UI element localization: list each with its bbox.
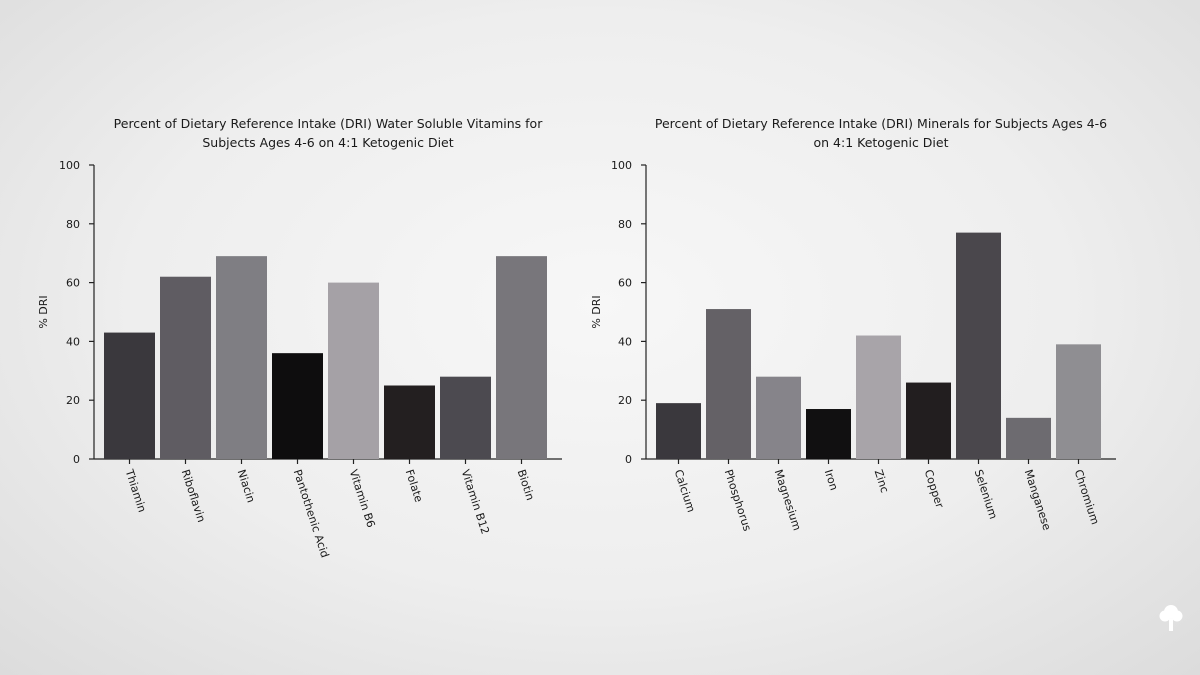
category-label: Magnesium	[772, 468, 804, 532]
bar-manganese	[1006, 417, 1051, 459]
bar-copper	[906, 382, 951, 459]
tree-logo-icon	[1159, 605, 1183, 631]
category-label: Vitamin B12	[459, 468, 492, 536]
category-label: Pantothenic Acid	[291, 468, 332, 559]
y-tick-label: 20	[66, 394, 80, 407]
chart-title-line: on 4:1 Ketogenic Diet	[813, 135, 948, 150]
bar-folate	[384, 385, 435, 459]
chart-title-line: Percent of Dietary Reference Intake (DRI…	[114, 116, 544, 131]
y-tick-label: 0	[625, 453, 632, 466]
bar-chromium	[1056, 344, 1101, 459]
category-label: Selenium	[972, 468, 1000, 521]
category-label: Riboflavin	[179, 468, 208, 524]
category-label: Zinc	[872, 468, 892, 494]
vitamins-chart: Percent of Dietary Reference Intake (DRI…	[37, 116, 562, 559]
chart-title-line: Subjects Ages 4-6 on 4:1 Ketogenic Diet	[202, 135, 453, 150]
category-label: Phosphorus	[722, 468, 754, 533]
bar-thiamin	[104, 332, 155, 459]
category-label: Thiamin	[122, 467, 148, 514]
category-label: Manganese	[1022, 468, 1054, 532]
y-tick-label: 20	[618, 394, 632, 407]
y-tick-label: 40	[618, 335, 632, 348]
bar-iron	[806, 409, 851, 459]
y-tick-label: 80	[618, 218, 632, 231]
y-tick-label: 40	[66, 335, 80, 348]
y-tick-label: 60	[618, 277, 632, 290]
bar-selenium	[956, 232, 1001, 459]
bar-vitamin-b12	[440, 376, 491, 459]
category-label: Biotin	[515, 468, 537, 502]
category-label: Folate	[403, 468, 426, 504]
bar-magnesium	[756, 376, 801, 459]
bar-riboflavin	[160, 276, 211, 459]
y-axis-label: % DRI	[590, 295, 603, 328]
category-label: Vitamin B6	[347, 468, 378, 529]
y-tick-label: 100	[59, 159, 80, 172]
bar-vitamin-b6	[328, 282, 379, 459]
y-tick-label: 60	[66, 277, 80, 290]
bar-pantothenic-acid	[272, 353, 323, 459]
bar-niacin	[216, 256, 267, 459]
bar-calcium	[656, 403, 701, 459]
category-label: Copper	[922, 468, 947, 510]
category-label: Calcium	[672, 468, 698, 514]
y-axis-label: % DRI	[37, 295, 50, 328]
y-tick-label: 100	[611, 159, 632, 172]
y-tick-label: 0	[73, 453, 80, 466]
bar-zinc	[856, 335, 901, 459]
bar-biotin	[496, 256, 547, 459]
category-label: Niacin	[235, 468, 258, 504]
category-label: Chromium	[1072, 468, 1102, 526]
y-tick-label: 80	[66, 218, 80, 231]
chart-title-line: Percent of Dietary Reference Intake (DRI…	[655, 116, 1107, 131]
bar-phosphorus	[706, 309, 751, 459]
category-label: Iron	[822, 468, 841, 492]
minerals-chart: Percent of Dietary Reference Intake (DRI…	[590, 116, 1116, 533]
